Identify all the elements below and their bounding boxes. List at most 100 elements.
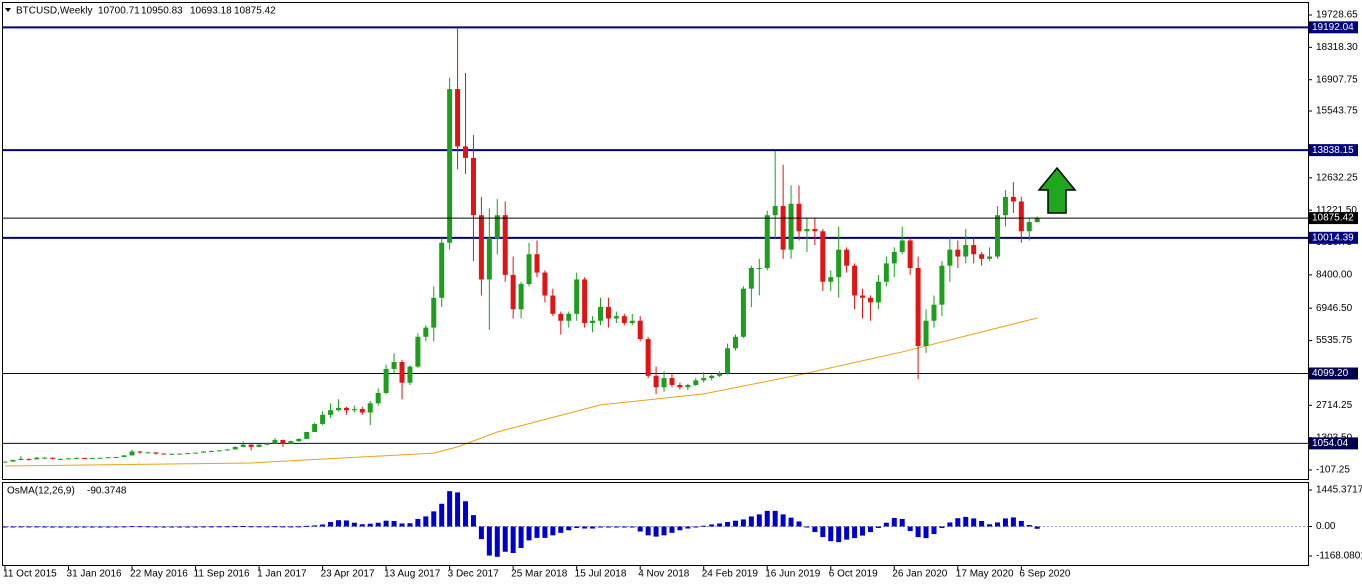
indicator-bar: [129, 526, 135, 528]
candle-body: [605, 306, 611, 319]
current-price-box: [1309, 212, 1358, 225]
candle-body: [66, 458, 72, 460]
candle-body: [534, 254, 540, 273]
indicator-bar: [566, 526, 572, 531]
indicator-bar: [955, 518, 961, 527]
candle-body: [995, 215, 1000, 257]
candle-body: [105, 457, 111, 459]
x-tick-label: 13 Aug 2017: [384, 569, 441, 580]
indicator-bar: [725, 521, 731, 527]
candle-body: [375, 392, 381, 404]
candle-body: [836, 249, 842, 278]
candle-body: [415, 336, 421, 367]
candle-body: [145, 452, 151, 454]
candle-body: [526, 254, 532, 285]
candle-body: [463, 146, 469, 158]
indicator-bar: [510, 526, 516, 554]
indicator-bar: [463, 501, 469, 527]
x-tick-label: 31 Jan 2016: [67, 569, 122, 580]
indicator-bar: [193, 526, 199, 528]
moving-average: [4, 317, 1038, 467]
y-tick-label: 16907.75: [1316, 74, 1358, 85]
indicator-bar: [748, 516, 754, 527]
indicator-bar: [875, 526, 881, 529]
candle-body: [717, 373, 723, 376]
candle-body: [113, 456, 119, 458]
indicator-bar: [812, 526, 818, 533]
candle-body: [732, 336, 738, 349]
candle-body: [629, 320, 635, 324]
candle-body: [97, 457, 103, 459]
candle-body: [367, 403, 373, 413]
indicator-bar: [653, 526, 659, 537]
candle-body: [10, 459, 16, 462]
candle-body: [542, 272, 548, 296]
candle-body: [756, 267, 762, 269]
candle-body: [486, 238, 492, 280]
indicator-title: OsMA(12,26,9): [7, 486, 75, 497]
indicator-bar: [677, 526, 683, 531]
indicator-bar: [153, 526, 159, 528]
indicator-bar: [534, 526, 540, 538]
indicator-y-tick-label: 0.00: [1316, 521, 1336, 532]
candle-body: [653, 375, 659, 388]
indicator-bar: [582, 526, 588, 529]
indicator-bar: [621, 526, 627, 528]
candle-body: [891, 251, 897, 264]
candle-body: [725, 348, 731, 374]
indicator-bar: [208, 526, 214, 528]
candle-body: [502, 215, 508, 275]
x-tick-label: 4 Nov 2018: [638, 569, 690, 580]
indicator-bar: [1010, 517, 1016, 527]
indicator-bar: [256, 526, 262, 528]
candle-body: [34, 457, 40, 460]
indicator-bar: [669, 526, 675, 533]
candle-body: [18, 458, 24, 460]
candle-body: [177, 453, 183, 455]
current-price-label: 10875.42: [1312, 213, 1354, 224]
candle-body: [883, 263, 889, 282]
candle-body: [764, 215, 770, 268]
level-label-box: [1309, 367, 1358, 380]
indicator-bar: [335, 520, 341, 527]
indicator-bar: [470, 515, 476, 527]
indicator-bar: [407, 523, 413, 527]
indicator-bar: [34, 526, 40, 528]
header-low: 10693.18: [190, 6, 232, 17]
candle-body: [796, 203, 802, 232]
candle-body: [923, 320, 929, 346]
candle-body: [566, 313, 572, 321]
indicator-bar: [113, 526, 119, 528]
x-tick-label: 3 Dec 2017: [448, 569, 500, 580]
y-tick-label: 19728.65: [1316, 10, 1358, 21]
candle-body: [407, 366, 413, 383]
indicator-bar: [161, 526, 167, 528]
indicator-bar: [701, 525, 707, 527]
x-tick-label: 6 Oct 2019: [829, 569, 878, 580]
candle-body: [455, 89, 461, 147]
candle-body: [208, 451, 214, 453]
indicator-bar: [359, 524, 365, 527]
candle-body: [447, 89, 453, 243]
candle-body: [979, 254, 985, 259]
indicator-bar: [542, 526, 548, 538]
indicator-bar: [494, 526, 500, 557]
candle-body: [399, 362, 405, 383]
candle-body: [89, 457, 95, 459]
candle-body: [899, 240, 905, 252]
candle-body: [709, 375, 715, 379]
header-high: 10950.83: [141, 6, 183, 17]
x-tick-label: 11 Sep 2016: [194, 569, 250, 580]
candle-body: [748, 267, 754, 289]
candle-body: [645, 339, 651, 376]
candle-body: [947, 249, 953, 266]
candle-body: [58, 458, 64, 460]
chart-title: BTCUSD,Weekly: [16, 6, 93, 17]
indicator-bar: [526, 526, 532, 541]
candle-body: [343, 407, 349, 411]
indicator-bar: [836, 526, 842, 543]
candle-body: [280, 440, 286, 444]
candle-body: [1034, 218, 1040, 223]
x-tick-label: 24 Feb 2019: [702, 569, 759, 580]
indicator-bar: [788, 517, 794, 527]
